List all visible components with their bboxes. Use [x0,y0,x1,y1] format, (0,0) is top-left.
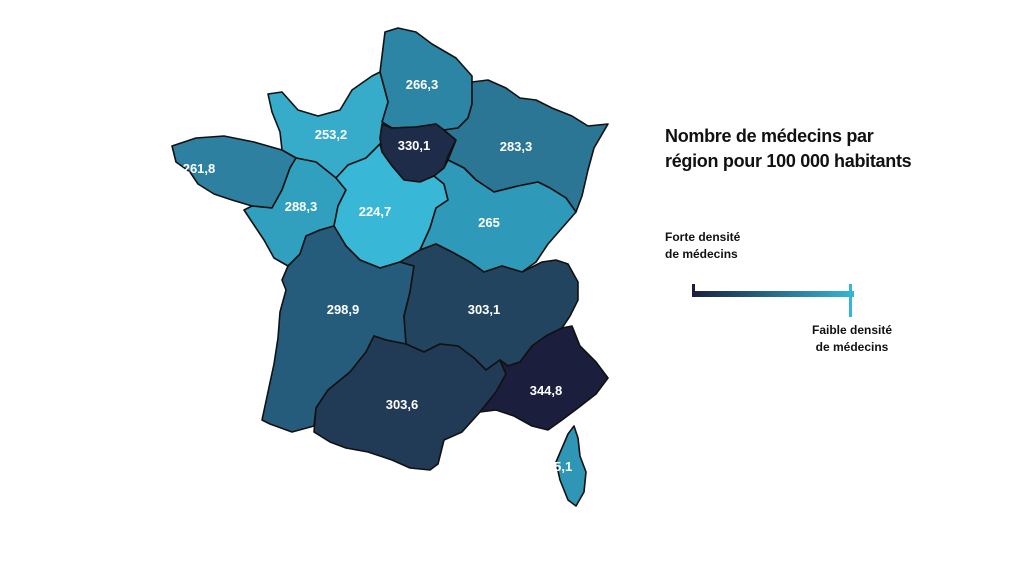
region-value-provence-alpes-cote-dazur: 344,8 [530,383,563,398]
legend-high-line-1: Forte densité [665,230,741,244]
legend-low-line-2: de médecins [815,340,889,354]
region-value-corse: 265,1 [540,459,573,474]
region-value-normandie: 253,2 [315,127,348,142]
region-value-bretagne: 261,8 [183,161,216,176]
region-value-nouvelle-aquitaine: 298,9 [327,302,360,317]
map-title-line-2: région pour 100 000 habitants [665,151,912,171]
map-title: Nombre de médecins par région pour 100 0… [665,124,965,174]
region-value-centre-val-de-loire: 224,7 [359,204,392,219]
legend-low-line-1: Faible densité [812,323,893,337]
region-value-occitanie: 303,6 [386,397,419,412]
region-value-ile-de-france: 330,1 [398,138,431,153]
legend-gradient-bar [692,284,854,317]
legend-gradient-band [692,291,854,297]
region-value-grand-est: 283,3 [500,139,533,154]
region-value-auvergne-rhone-alpes: 303,1 [468,302,501,317]
region-corse[interactable] [555,425,587,507]
france-regions-map: 266,3 253,2 330,1 283,3 261,8 288,3 224,… [171,27,609,507]
legend-high-density-label: Forte densité de médecins [665,229,740,263]
region-value-pays-de-la-loire: 288,3 [285,199,318,214]
region-value-bourgogne-franche-comte: 265 [478,215,500,230]
legend-tick-low [849,284,852,317]
region-value-hauts-de-france: 266,3 [406,77,439,92]
map-title-line-1: Nombre de médecins par [665,126,874,146]
region-bourgogne-franche-comte[interactable] [419,159,577,273]
legend-tick-high [692,284,695,297]
region-provence-alpes-cote-dazur[interactable] [479,325,609,431]
legend-low-density-label: Faible densité de médecins [812,322,892,356]
legend-high-line-2: de médecins [665,247,738,261]
